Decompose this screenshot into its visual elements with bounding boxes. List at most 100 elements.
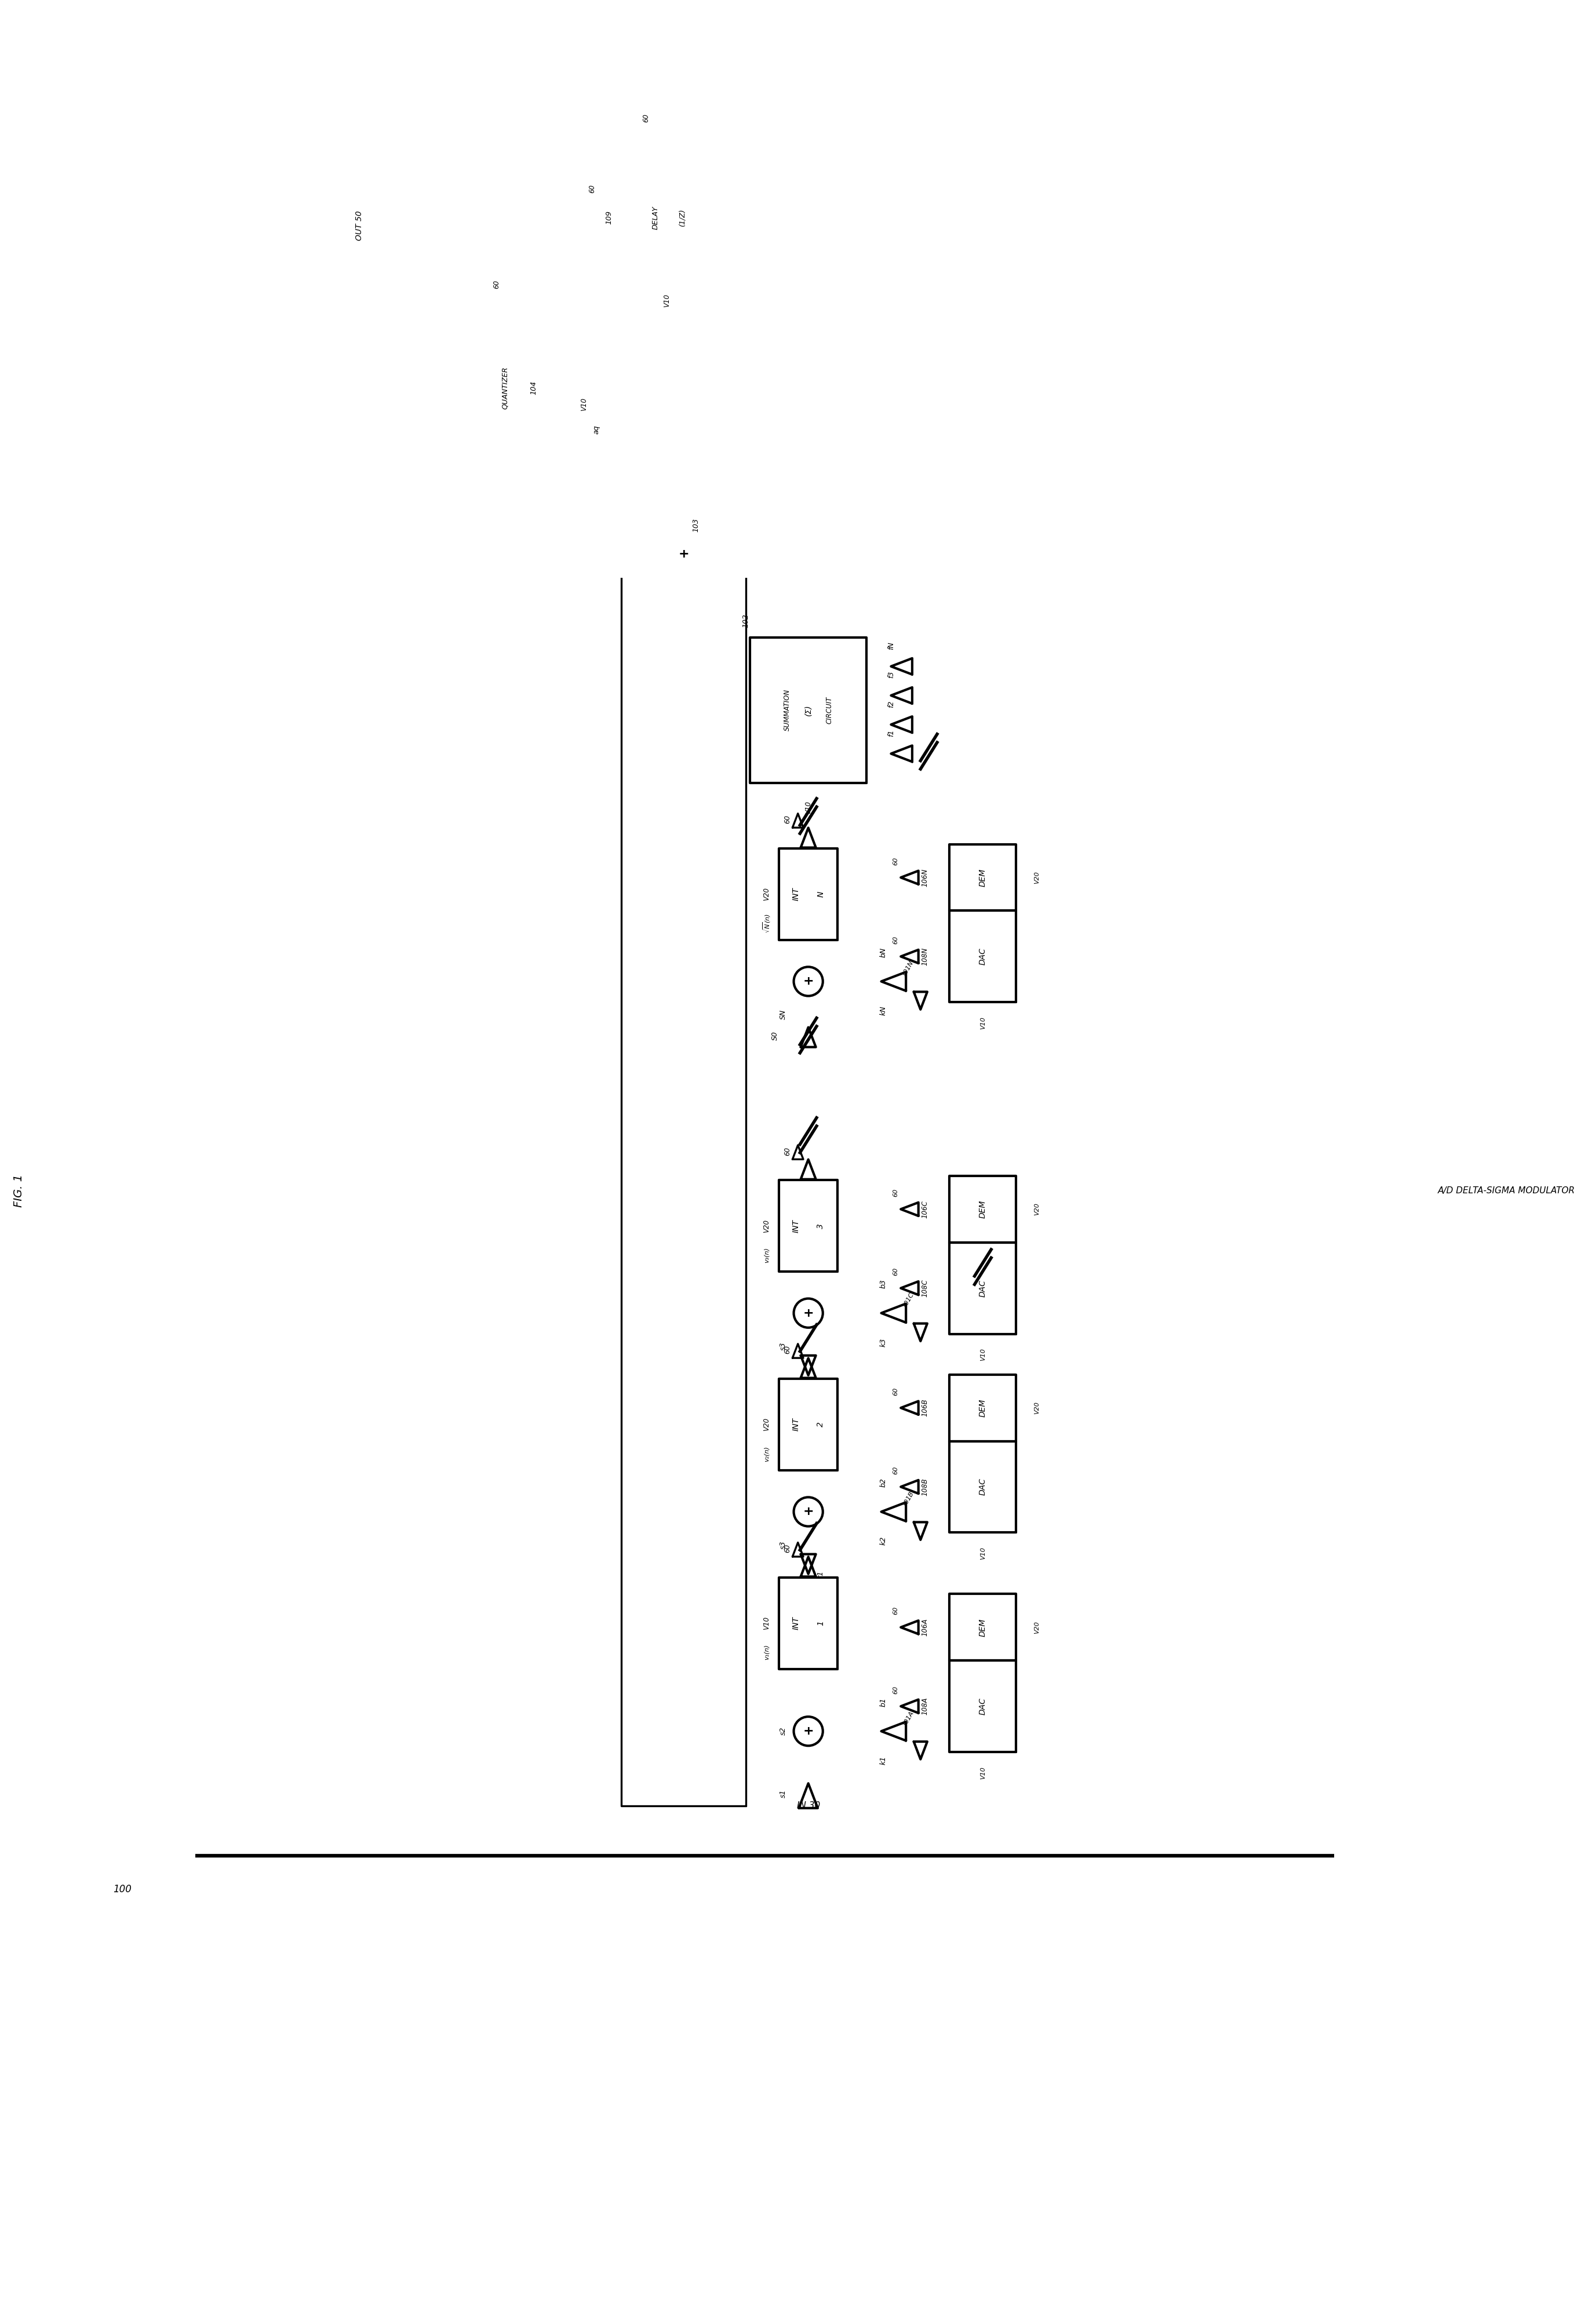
Polygon shape <box>661 128 673 146</box>
Text: V10: V10 <box>980 1348 986 1362</box>
Text: S0: S0 <box>772 1032 778 1041</box>
Text: s2: s2 <box>780 1727 788 1736</box>
Text: 60: 60 <box>892 1606 899 1615</box>
Polygon shape <box>102 525 1515 1857</box>
Text: A/D DELTA-SIGMA MODULATOR: A/D DELTA-SIGMA MODULATOR <box>1437 1188 1575 1195</box>
Text: 60: 60 <box>784 1146 791 1155</box>
Circle shape <box>794 1299 823 1327</box>
Text: 109: 109 <box>605 211 613 225</box>
Text: f3: f3 <box>888 672 896 679</box>
Text: DAC: DAC <box>978 948 986 964</box>
Text: 3: 3 <box>816 1222 824 1229</box>
Polygon shape <box>891 688 912 704</box>
Polygon shape <box>900 1620 918 1634</box>
Text: SUMMATION: SUMMATION <box>784 690 791 732</box>
Text: SN: SN <box>780 1009 788 1020</box>
Text: V10: V10 <box>762 1618 770 1629</box>
Text: 101C: 101C <box>902 1292 915 1308</box>
Text: DAC: DAC <box>978 1478 986 1494</box>
Text: v₂(n): v₂(n) <box>764 1446 770 1462</box>
Text: v₁(n): v₁(n) <box>764 1645 770 1659</box>
Text: DAC: DAC <box>978 1697 986 1715</box>
Polygon shape <box>881 971 907 990</box>
Text: 108B: 108B <box>921 1478 929 1497</box>
Polygon shape <box>800 1355 816 1376</box>
Text: 108N: 108N <box>921 948 929 964</box>
Polygon shape <box>950 1662 1016 1752</box>
Polygon shape <box>599 379 624 397</box>
Text: V20: V20 <box>1034 1204 1040 1215</box>
Text: CIRCUIT: CIRCUIT <box>826 697 832 723</box>
Text: QUANTIZER: QUANTIZER <box>502 367 508 409</box>
Polygon shape <box>780 1378 837 1471</box>
Text: DELAY: DELAY <box>653 207 659 230</box>
Polygon shape <box>621 214 746 1806</box>
Text: 108A: 108A <box>921 1697 929 1715</box>
Polygon shape <box>891 658 912 674</box>
Polygon shape <box>891 716 912 732</box>
Text: 100: 100 <box>113 1885 132 1894</box>
Text: f1: f1 <box>888 730 896 737</box>
Text: 106B: 106B <box>921 1399 929 1418</box>
Polygon shape <box>900 1401 918 1415</box>
Text: 60: 60 <box>643 114 649 123</box>
Polygon shape <box>799 1783 818 1808</box>
Text: b1: b1 <box>880 1697 886 1706</box>
Text: bN: bN <box>880 948 886 957</box>
Polygon shape <box>589 211 607 223</box>
Text: FIG. 1: FIG. 1 <box>13 1174 24 1208</box>
Text: k2: k2 <box>880 1536 886 1545</box>
Text: 60: 60 <box>784 1346 791 1355</box>
Polygon shape <box>780 1578 837 1669</box>
Text: s3: s3 <box>780 1343 788 1350</box>
Circle shape <box>794 1717 823 1745</box>
Polygon shape <box>800 1555 816 1573</box>
Text: 60: 60 <box>492 279 500 288</box>
Polygon shape <box>900 1480 918 1494</box>
Text: (Σ): (Σ) <box>804 704 813 716</box>
Text: 60: 60 <box>784 816 791 823</box>
Text: k1: k1 <box>880 1757 886 1764</box>
Text: 60: 60 <box>892 858 899 865</box>
Text: INT: INT <box>792 1418 800 1432</box>
Circle shape <box>665 535 702 572</box>
Polygon shape <box>913 1322 927 1341</box>
Text: OUT 50: OUT 50 <box>356 211 364 242</box>
Text: r1: r1 <box>816 1571 824 1578</box>
Text: s1: s1 <box>780 1789 788 1799</box>
Text: 60: 60 <box>892 1267 899 1276</box>
Text: IN 30: IN 30 <box>797 1801 819 1810</box>
Text: 60: 60 <box>892 937 899 944</box>
Text: N: N <box>816 890 824 897</box>
Text: b3: b3 <box>880 1281 886 1287</box>
Text: 101A: 101A <box>902 1710 915 1727</box>
Polygon shape <box>476 325 559 451</box>
Text: 106N: 106N <box>921 869 929 885</box>
Polygon shape <box>950 1373 1016 1441</box>
Text: 101B: 101B <box>902 1490 915 1508</box>
Text: fN: fN <box>888 641 896 651</box>
Polygon shape <box>950 911 1016 1002</box>
Polygon shape <box>800 1557 816 1576</box>
Polygon shape <box>950 1243 1016 1334</box>
Text: b2: b2 <box>880 1478 886 1487</box>
Text: 2: 2 <box>816 1422 824 1427</box>
Polygon shape <box>950 1176 1016 1243</box>
Polygon shape <box>800 1027 816 1048</box>
Text: v₃(n): v₃(n) <box>764 1248 770 1262</box>
Text: +: + <box>804 1308 813 1320</box>
Polygon shape <box>900 1699 918 1713</box>
Text: DEM: DEM <box>978 1399 986 1418</box>
Polygon shape <box>900 1281 918 1294</box>
Polygon shape <box>792 813 804 827</box>
Polygon shape <box>792 1146 804 1160</box>
Text: 106A: 106A <box>921 1618 929 1636</box>
Text: V10: V10 <box>980 1766 986 1780</box>
Polygon shape <box>510 297 526 316</box>
Text: 102: 102 <box>742 614 750 627</box>
Text: 60: 60 <box>589 184 596 193</box>
Text: 104: 104 <box>530 381 538 395</box>
Text: +: + <box>804 1724 813 1736</box>
Text: 60: 60 <box>784 1543 791 1552</box>
Text: V20: V20 <box>762 1418 770 1432</box>
